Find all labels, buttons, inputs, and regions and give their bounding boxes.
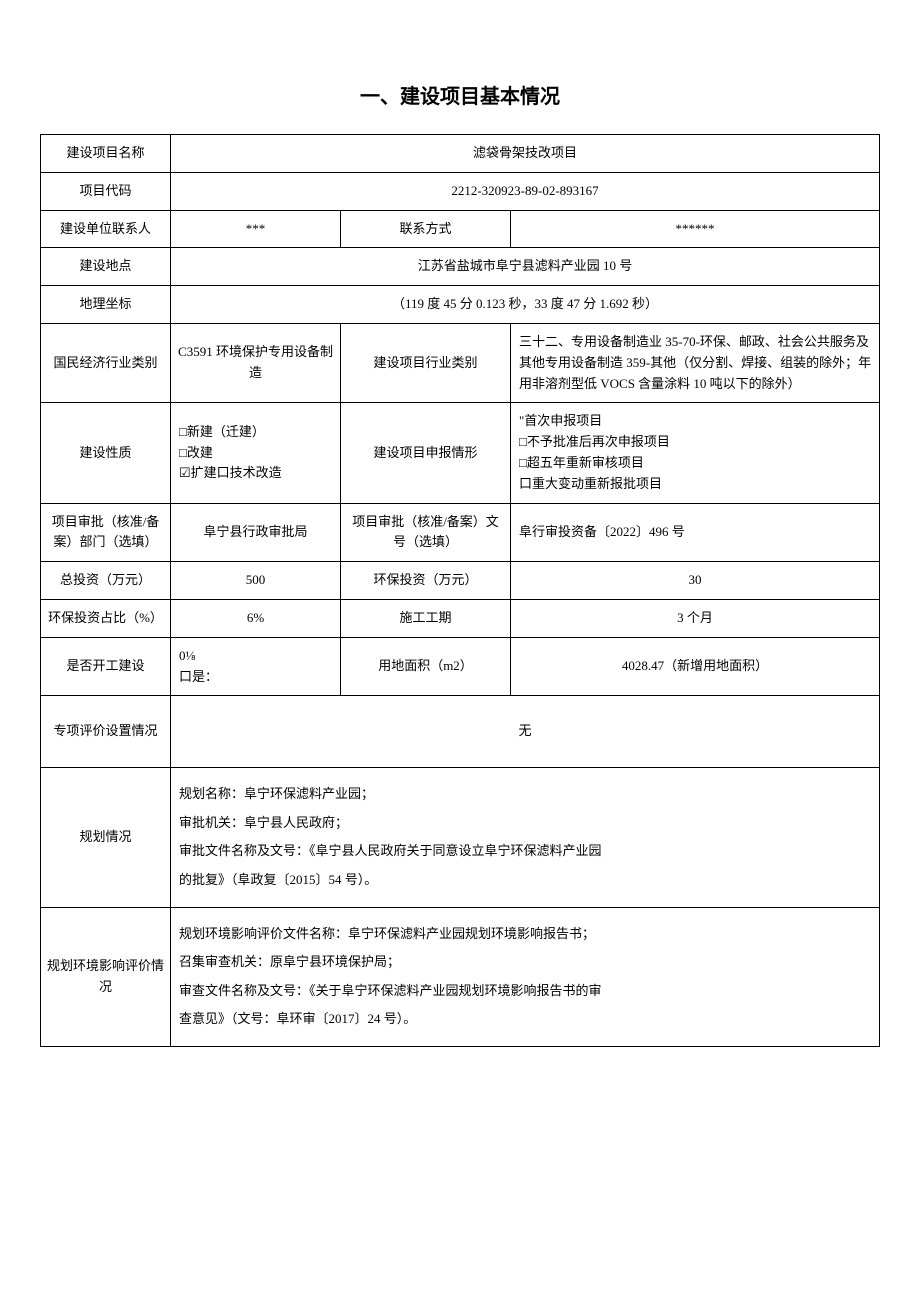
value-construction-nature: □新建（迁建） □改建 ☑扩建口技术改造 [171, 403, 341, 503]
label-planning: 规划情况 [41, 768, 171, 907]
value-land-area: 4028.47（新增用地面积） [511, 637, 880, 696]
value-industry-category: C3591 环境保护专用设备制造 [171, 323, 341, 402]
value-env-investment: 30 [511, 562, 880, 600]
table-row: 规划环境影响评价情况 规划环境影响评价文件名称：阜宁环保滤料产业园规划环境影响报… [41, 907, 880, 1046]
table-row: 建设性质 □新建（迁建） □改建 ☑扩建口技术改造 建设项目申报情形 "首次申报… [41, 403, 880, 503]
value-total-investment: 500 [171, 562, 341, 600]
project-info-table: 建设项目名称 滤袋骨架技改项目 项目代码 2212-320923-89-02-8… [40, 134, 880, 1047]
label-env-investment: 环保投资（万元） [341, 562, 511, 600]
label-project-industry: 建设项目行业类别 [341, 323, 511, 402]
table-row: 总投资（万元） 500 环保投资（万元） 30 [41, 562, 880, 600]
table-row: 地理坐标 （119 度 45 分 0.123 秒，33 度 47 分 1.692… [41, 286, 880, 324]
table-row: 国民经济行业类别 C3591 环境保护专用设备制造 建设项目行业类别 三十二、专… [41, 323, 880, 402]
table-row: 是否开工建设 0⅛ 口是： 用地面积（m2） 4028.47（新增用地面积） [41, 637, 880, 696]
label-approval-number: 项目审批（核准/备案）文号（选填） [341, 503, 511, 562]
section-title: 一、建设项目基本情况 [40, 80, 880, 109]
table-row: 项目审批（核准/备案）部门（选填） 阜宁县行政审批局 项目审批（核准/备案）文号… [41, 503, 880, 562]
table-row: 环保投资占比（%） 6% 施工工期 3 个月 [41, 599, 880, 637]
value-special-eval: 无 [171, 696, 880, 768]
label-planning-env-eval: 规划环境影响评价情况 [41, 907, 171, 1046]
value-declaration-type: "首次申报项目 □不予批准后再次申报项目 □超五年重新审核项目 口重大变动重新报… [511, 403, 880, 503]
value-project-code: 2212-320923-89-02-893167 [171, 172, 880, 210]
value-project-name: 滤袋骨架技改项目 [171, 135, 880, 173]
label-env-investment-ratio: 环保投资占比（%） [41, 599, 171, 637]
label-industry-category: 国民经济行业类别 [41, 323, 171, 402]
value-contact-person: *** [171, 210, 341, 248]
label-approval-dept: 项目审批（核准/备案）部门（选填） [41, 503, 171, 562]
label-coordinates: 地理坐标 [41, 286, 171, 324]
table-row: 规划情况 规划名称：阜宁环保滤料产业园； 审批机关：阜宁县人民政府； 审批文件名… [41, 768, 880, 907]
label-land-area: 用地面积（m2） [341, 637, 511, 696]
label-construction-started: 是否开工建设 [41, 637, 171, 696]
table-row: 建设单位联系人 *** 联系方式 ****** [41, 210, 880, 248]
label-location: 建设地点 [41, 248, 171, 286]
value-location: 江苏省盐城市阜宁县滤料产业园 10 号 [171, 248, 880, 286]
value-construction-started: 0⅛ 口是： [171, 637, 341, 696]
value-approval-dept: 阜宁县行政审批局 [171, 503, 341, 562]
value-env-investment-ratio: 6% [171, 599, 341, 637]
table-row: 建设地点 江苏省盐城市阜宁县滤料产业园 10 号 [41, 248, 880, 286]
value-coordinates: （119 度 45 分 0.123 秒，33 度 47 分 1.692 秒） [171, 286, 880, 324]
label-contact-person: 建设单位联系人 [41, 210, 171, 248]
label-declaration-type: 建设项目申报情形 [341, 403, 511, 503]
table-row: 专项评价设置情况 无 [41, 696, 880, 768]
label-special-eval: 专项评价设置情况 [41, 696, 171, 768]
value-construction-period: 3 个月 [511, 599, 880, 637]
table-row: 建设项目名称 滤袋骨架技改项目 [41, 135, 880, 173]
value-approval-number: 阜行审投资备〔2022〕496 号 [511, 503, 880, 562]
table-row: 项目代码 2212-320923-89-02-893167 [41, 172, 880, 210]
label-total-investment: 总投资（万元） [41, 562, 171, 600]
label-project-name: 建设项目名称 [41, 135, 171, 173]
value-planning-env-eval: 规划环境影响评价文件名称：阜宁环保滤料产业园规划环境影响报告书； 召集审查机关：… [171, 907, 880, 1046]
value-project-industry: 三十二、专用设备制造业 35-70-环保、邮政、社会公共服务及其他专用设备制造 … [511, 323, 880, 402]
label-project-code: 项目代码 [41, 172, 171, 210]
label-construction-period: 施工工期 [341, 599, 511, 637]
value-contact-method: ****** [511, 210, 880, 248]
value-planning: 规划名称：阜宁环保滤料产业园； 审批机关：阜宁县人民政府； 审批文件名称及文号：… [171, 768, 880, 907]
label-contact-method: 联系方式 [341, 210, 511, 248]
label-construction-nature: 建设性质 [41, 403, 171, 503]
